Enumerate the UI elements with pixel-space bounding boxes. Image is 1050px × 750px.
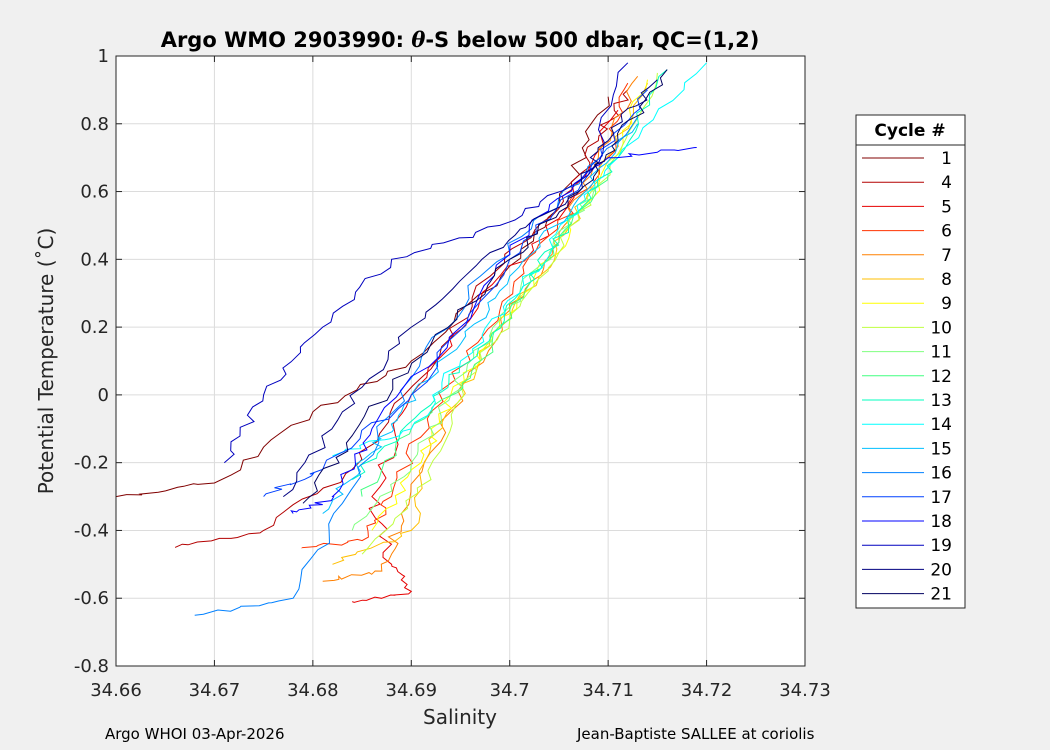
series-line-cycle-17 [263,89,648,497]
legend-label: 9 [941,294,952,314]
series-line-cycle-5 [352,109,619,603]
legend-label: 15 [930,439,952,459]
legend-label: 17 [930,488,952,508]
y-axis-label: Potential Temperature (˚C) [34,228,58,495]
y-tick-label: 0.8 [80,114,109,135]
x-tick-label: 34.68 [287,680,339,701]
chart-title-suffix: -S below 500 dbar, QC=(1,2) [425,28,759,52]
legend-label: 8 [941,270,952,290]
legend-label: 1 [941,149,952,169]
y-tick-label: -0.2 [74,453,109,474]
x-axis: 34.66 34.67 34.68 34.69 34.7 34.71 34.72 34.73 [90,56,831,701]
plot-frame [115,55,806,667]
series-line-cycle-7 [322,75,639,582]
series-line-cycle-18 [290,147,697,514]
legend-title: Cycle # [874,121,945,141]
legend-label: 5 [941,197,952,217]
legend-box [855,114,966,609]
series-line-cycle-15 [322,123,639,514]
x-tick-label: 34.69 [386,680,438,701]
y-tick-label: 0.2 [80,317,109,338]
legend-label: 6 [941,222,952,242]
legend-label: 14 [930,415,952,435]
series-line-cycle-21 [302,69,668,504]
y-tick-label: 0 [98,385,109,406]
legend-label: 10 [930,318,952,338]
x-tick-label: 34.72 [681,680,733,701]
legend-label: 13 [930,391,952,411]
x-tick-label: 34.7 [490,680,530,701]
y-tick-label: -0.6 [74,588,109,609]
legend-label: 16 [930,464,952,484]
legend-label: 19 [930,536,952,556]
series-line-cycle-20 [283,79,658,498]
legend-label: 20 [930,560,952,580]
series-line-cycle-12 [360,174,609,497]
y-tick-label: -0.8 [74,656,109,677]
legend-label: 12 [930,367,952,387]
footer-right: Jean-Baptiste SALLEE at coriolis [577,725,815,743]
legend-label: 18 [930,512,952,532]
series-line-cycle-4 [174,89,630,548]
legend-label: 11 [930,343,952,363]
x-tick-label: 34.73 [779,680,831,701]
x-tick-label: 34.66 [90,680,142,701]
series-line-cycle-19 [223,62,629,464]
x-tick-label: 34.67 [189,680,241,701]
legend-label: 21 [930,585,952,605]
y-axis: -0.8 -0.6 -0.4 -0.2 0 0.2 0.4 0.6 0.8 1 [74,46,805,677]
y-tick-label: 0.4 [80,249,109,270]
chart-title: Argo WMO 2903990: θ-S below 500 dbar, QC… [161,27,760,52]
series-layer [115,62,707,616]
legend-label: 7 [941,246,952,266]
y-tick-label: 0.6 [80,182,109,203]
footer-left: Argo WHOI 03-Apr-2026 [105,725,285,743]
series-line-cycle-1 [115,96,610,498]
y-tick-label: 1 [98,46,109,67]
legend-label: 4 [941,173,952,193]
chart-title-prefix: Argo WMO 2903990: [161,28,412,52]
y-tick-label: -0.4 [74,520,109,541]
x-axis-label: Salinity [423,705,497,729]
chart-title-theta: θ [411,27,425,52]
x-tick-label: 34.71 [582,680,634,701]
